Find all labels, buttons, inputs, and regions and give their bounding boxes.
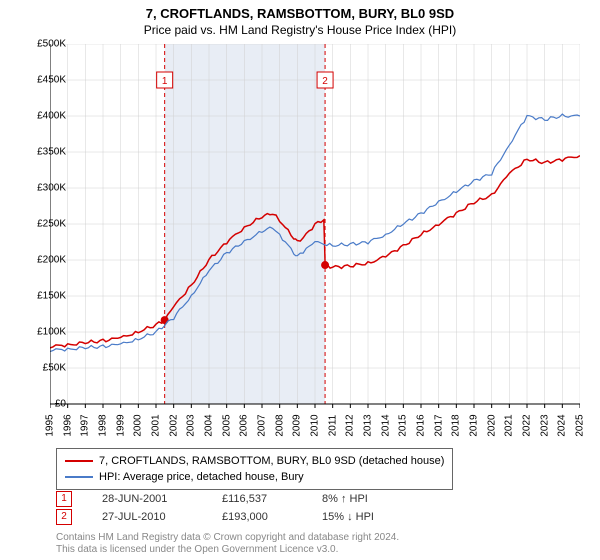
x-tick-label: 2007 — [257, 414, 268, 436]
x-tick-label: 2016 — [416, 414, 427, 436]
x-tick-label: 2001 — [151, 414, 162, 436]
footnote-line: This data is licensed under the Open Gov… — [56, 544, 399, 556]
x-tick-label: 2025 — [575, 414, 586, 436]
y-tick-label: £250K — [22, 219, 66, 230]
x-tick-label: 2013 — [363, 414, 374, 436]
sale-row: 2 27-JUL-2010 £193,000 15% ↓ HPI — [56, 508, 374, 526]
x-tick-label: 2024 — [557, 414, 568, 436]
sale-date: 28-JUN-2001 — [102, 490, 192, 508]
x-tick-label: 2006 — [239, 414, 250, 436]
y-tick-label: £100K — [22, 327, 66, 338]
legend-label: HPI: Average price, detached house, Bury — [99, 469, 304, 485]
x-tick-label: 2018 — [451, 414, 462, 436]
footnote-line: Contains HM Land Registry data © Crown c… — [56, 532, 399, 544]
x-tick-label: 2009 — [292, 414, 303, 436]
sale-price: £193,000 — [222, 508, 292, 526]
legend-row: HPI: Average price, detached house, Bury — [65, 469, 444, 485]
svg-text:2: 2 — [322, 76, 328, 87]
chart-plot-area: 12 — [50, 44, 580, 404]
x-tick-label: 1998 — [98, 414, 109, 436]
svg-text:1: 1 — [162, 76, 168, 87]
x-tick-label: 2014 — [380, 414, 391, 436]
x-tick-label: 1999 — [115, 414, 126, 436]
legend-swatch — [65, 460, 93, 462]
x-tick-label: 1997 — [80, 414, 91, 436]
legend-swatch — [65, 476, 93, 478]
y-tick-label: £350K — [22, 147, 66, 158]
footnote: Contains HM Land Registry data © Crown c… — [56, 532, 399, 556]
y-tick-label: £400K — [22, 111, 66, 122]
sale-marker-number: 1 — [61, 490, 67, 508]
legend-box: 7, CROFTLANDS, RAMSBOTTOM, BURY, BL0 9SD… — [56, 448, 453, 490]
sale-row: 1 28-JUN-2001 £116,537 8% ↑ HPI — [56, 490, 374, 508]
chart-subtitle: Price paid vs. HM Land Registry's House … — [0, 21, 600, 37]
sale-date: 27-JUL-2010 — [102, 508, 192, 526]
legend-row: 7, CROFTLANDS, RAMSBOTTOM, BURY, BL0 9SD… — [65, 453, 444, 469]
x-tick-label: 2008 — [274, 414, 285, 436]
y-tick-label: £450K — [22, 75, 66, 86]
x-tick-label: 2011 — [327, 415, 338, 437]
x-tick-label: 2004 — [204, 414, 215, 436]
x-tick-label: 2005 — [221, 414, 232, 436]
y-tick-label: £500K — [22, 39, 66, 50]
x-tick-label: 2020 — [486, 414, 497, 436]
chart-title: 7, CROFTLANDS, RAMSBOTTOM, BURY, BL0 9SD — [0, 0, 600, 21]
sale-delta: 8% ↑ HPI — [322, 490, 368, 508]
y-tick-label: £200K — [22, 255, 66, 266]
x-tick-label: 2012 — [345, 414, 356, 436]
x-tick-label: 2019 — [469, 414, 480, 436]
sale-price: £116,537 — [222, 490, 292, 508]
sales-table: 1 28-JUN-2001 £116,537 8% ↑ HPI 2 27-JUL… — [56, 490, 374, 526]
y-tick-label: £50K — [22, 363, 66, 374]
y-tick-label: £300K — [22, 183, 66, 194]
sale-marker-icon: 1 — [56, 491, 72, 507]
x-tick-label: 2022 — [522, 414, 533, 436]
sale-marker-number: 2 — [61, 508, 67, 526]
x-tick-label: 2023 — [539, 414, 550, 436]
x-tick-label: 2003 — [186, 414, 197, 436]
x-tick-label: 2021 — [504, 414, 515, 436]
chart-container: 7, CROFTLANDS, RAMSBOTTOM, BURY, BL0 9SD… — [0, 0, 600, 560]
x-tick-label: 2000 — [133, 414, 144, 436]
x-tick-label: 2010 — [310, 414, 321, 436]
legend-label: 7, CROFTLANDS, RAMSBOTTOM, BURY, BL0 9SD… — [99, 453, 444, 469]
sale-delta: 15% ↓ HPI — [322, 508, 374, 526]
chart-svg: 12 — [50, 44, 580, 424]
x-tick-label: 2017 — [433, 414, 444, 436]
x-tick-label: 1996 — [62, 414, 73, 436]
sale-marker-icon: 2 — [56, 509, 72, 525]
x-tick-label: 2015 — [398, 414, 409, 436]
y-tick-label: £150K — [22, 291, 66, 302]
y-tick-label: £0 — [22, 399, 66, 410]
x-tick-label: 1995 — [45, 414, 56, 436]
x-tick-label: 2002 — [168, 414, 179, 436]
